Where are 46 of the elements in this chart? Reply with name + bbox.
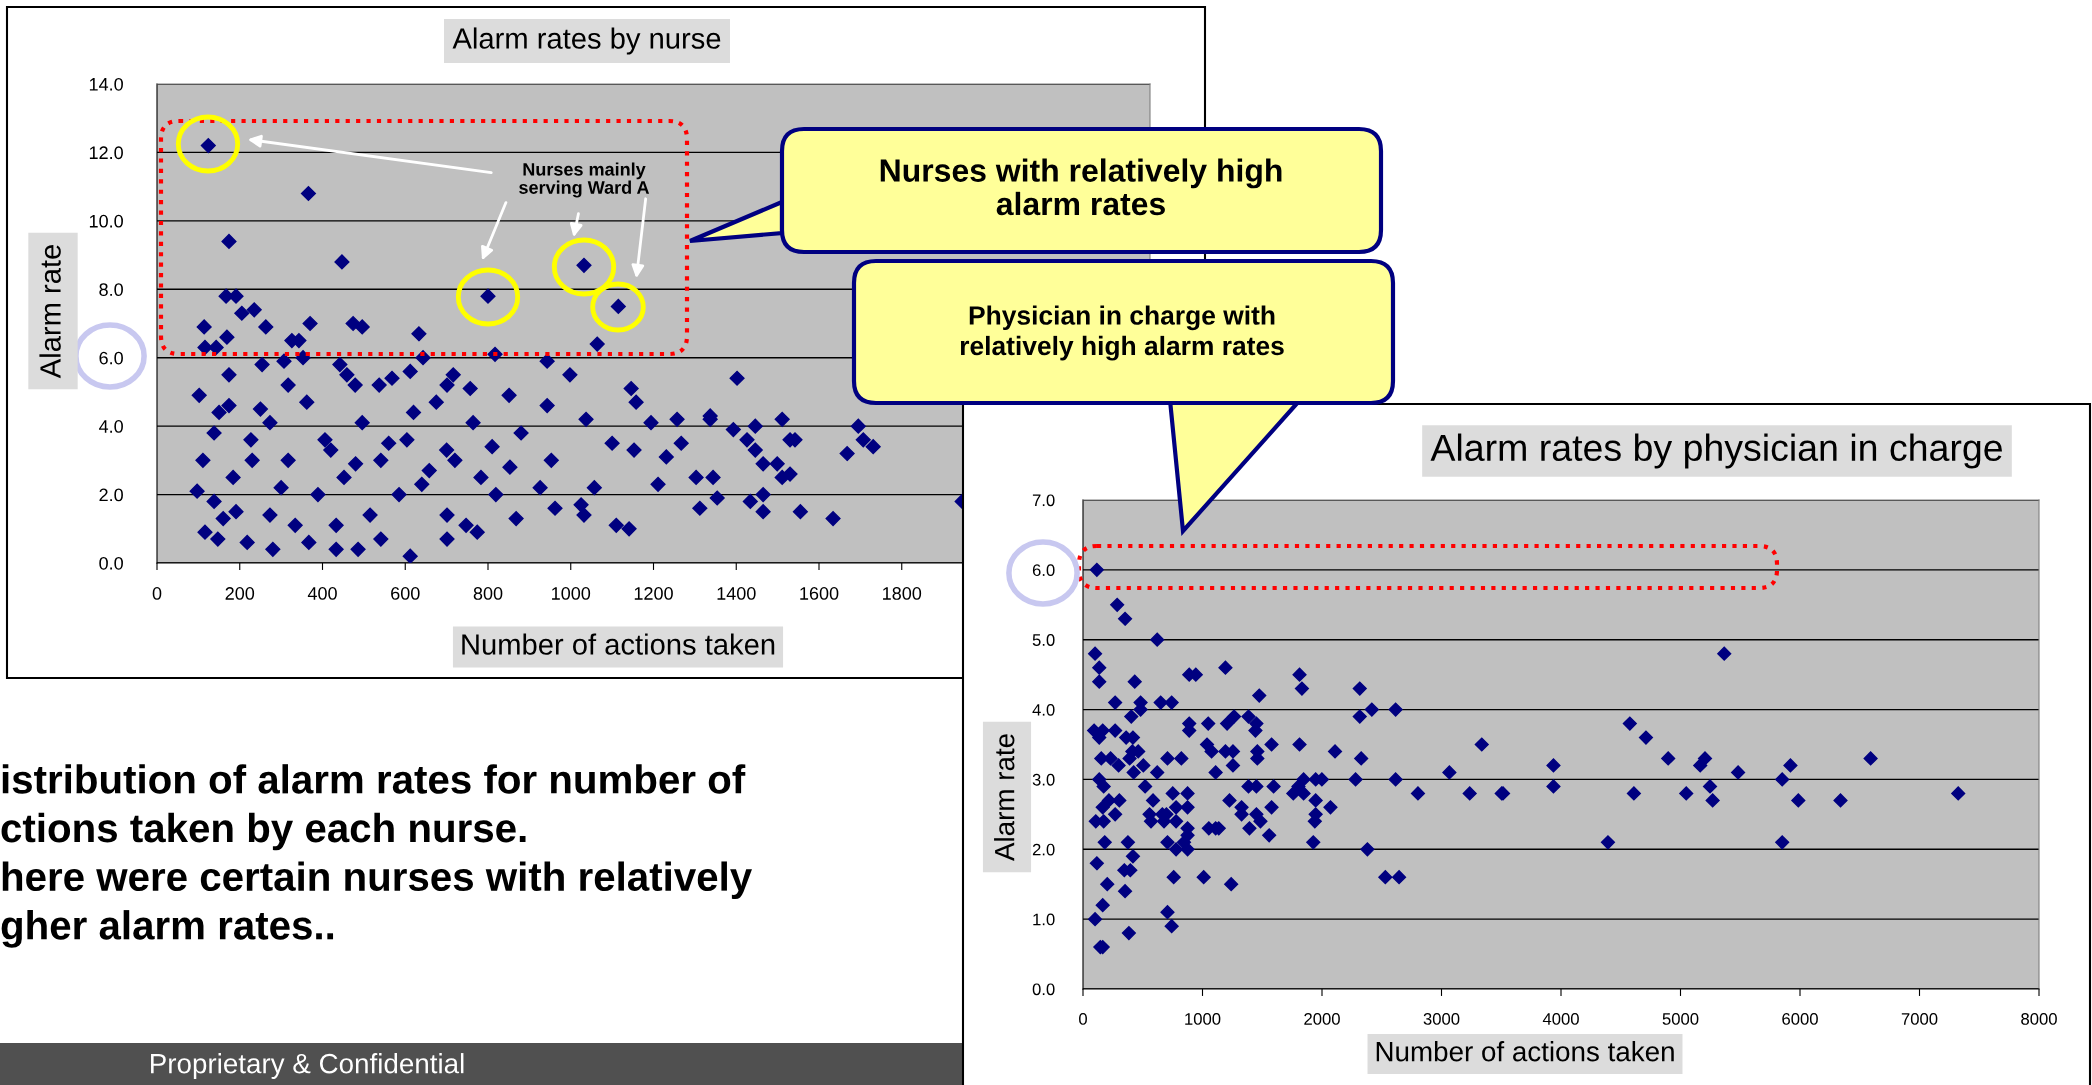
y-tick-label: 7.0 — [1032, 494, 1055, 507]
x-tick-label: 400 — [307, 587, 337, 600]
y-tick-label: 14.0 — [89, 77, 123, 91]
y-tick-label: 5.0 — [1032, 634, 1055, 646]
x-tick-label: 5000 — [1662, 1013, 1699, 1025]
x-tick-label: 1600 — [800, 587, 839, 600]
text: istribution of alarm rates for number of ctions taken by each nurse. here were certain nurses with relatively gher alarm rates.. — [1, 764, 752, 948]
x-tick-label: 0 — [152, 587, 162, 600]
annotation: Nurses with relatively high alarm rates — [880, 158, 1282, 216]
y-tick-label: 4.0 — [1032, 703, 1055, 716]
y-tick-label: 0.0 — [1032, 983, 1055, 996]
x-tick-label: 6000 — [1782, 1013, 1818, 1025]
annotation: Nurses mainly serving Ward A — [519, 162, 650, 198]
y-tick-label: 3.0 — [1032, 773, 1055, 786]
y-tick-label: 8.0 — [99, 283, 123, 297]
x-tick-label: 3000 — [1423, 1013, 1460, 1025]
x-tick-label: 200 — [225, 587, 255, 600]
chart-title: Alarm rates by physician in charge — [1430, 433, 2002, 469]
x-axis-title: Number of actions taken — [462, 633, 775, 655]
y-tick-label: 2.0 — [1032, 843, 1055, 856]
x-tick-label: 2000 — [1304, 1013, 1340, 1025]
x-tick-label: 800 — [473, 587, 503, 600]
chart-title: Alarm rates by nurse — [452, 27, 721, 55]
y-axis-title: Alarm rate — [39, 245, 61, 379]
x-tick-label: 1400 — [717, 587, 756, 600]
x-tick-label: 1800 — [883, 587, 922, 600]
x-tick-label: 7000 — [1901, 1013, 1938, 1025]
x-tick-label: 1000 — [552, 587, 591, 600]
x-tick-label: 600 — [391, 587, 420, 600]
y-tick-label: 2.0 — [99, 488, 123, 502]
y-tick-label: 12.0 — [89, 146, 123, 160]
x-tick-label: 1200 — [634, 587, 673, 600]
x-axis-title: Number of actions taken — [1376, 1041, 1674, 1062]
y-tick-label: 1.0 — [1033, 913, 1055, 926]
annotation: Physician in charge with relatively high alarm rates — [960, 305, 1284, 361]
x-tick-label: 0 — [1079, 1013, 1087, 1025]
text: Proprietary & Confidential — [151, 1053, 464, 1079]
y-axis-title: Alarm rate — [994, 734, 1015, 861]
y-tick-label: 6.0 — [99, 351, 123, 365]
y-tick-label: 0.0 — [99, 556, 123, 570]
y-tick-label: 10.0 — [89, 214, 123, 228]
y-tick-label: 6.0 — [1032, 564, 1055, 577]
x-tick-label: 4000 — [1542, 1013, 1579, 1025]
x-tick-label: 8000 — [2021, 1013, 2057, 1025]
y-tick-label: 4.0 — [98, 420, 123, 433]
x-tick-label: 1000 — [1185, 1013, 1221, 1025]
